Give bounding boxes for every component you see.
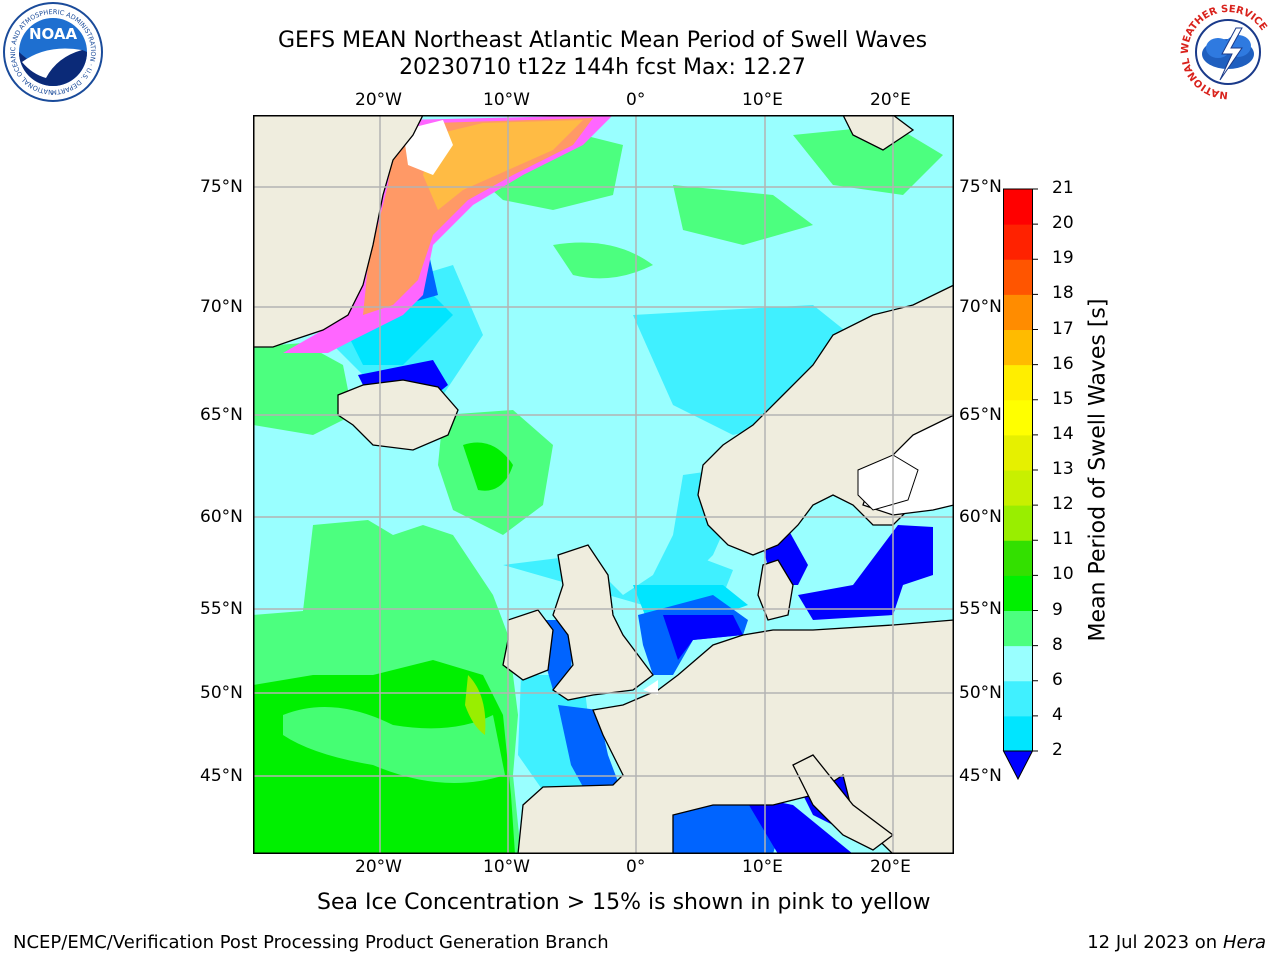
colorbar-segment bbox=[1003, 540, 1033, 576]
colorbar-tick-label: 13 bbox=[1052, 459, 1074, 479]
italy bbox=[792, 754, 895, 851]
colorbar-segment bbox=[1003, 680, 1033, 717]
colorbar-segment bbox=[1003, 259, 1033, 295]
lon-label-bottom-10w: 10°W bbox=[483, 857, 530, 877]
lon-label-top-10e: 10°E bbox=[742, 90, 783, 110]
lat-label-left-65n: 65°N bbox=[200, 405, 243, 425]
footer-date: 12 Jul 2023 on Hera bbox=[1087, 932, 1266, 953]
colorbar-segment bbox=[1003, 505, 1033, 541]
denmark bbox=[757, 559, 794, 621]
colorbar-segment bbox=[1003, 329, 1033, 366]
map-subtitle: 20230710 t12z 144h fcst Max: 12.27 bbox=[399, 55, 806, 80]
lat-label-left-55n: 55°N bbox=[200, 599, 243, 619]
colorbar-tick-label: 14 bbox=[1052, 423, 1074, 444]
map-title: GEFS MEAN Northeast Atlantic Mean Period… bbox=[277, 28, 928, 53]
colorbar-tick-label: 19 bbox=[1052, 248, 1074, 269]
lat-label-right-50n: 50°N bbox=[959, 683, 1002, 703]
colorbar-tick-label: 20 bbox=[1052, 213, 1074, 234]
lat-label-left-45n: 45°N bbox=[200, 766, 243, 786]
footer-host: Hera bbox=[1222, 932, 1266, 953]
lon-label-top-10w: 10°W bbox=[483, 90, 530, 110]
colorbar-tick-label: 11 bbox=[1052, 529, 1074, 550]
colorbar-segment bbox=[1003, 434, 1033, 471]
lat-label-right-65n: 65°N bbox=[959, 405, 1002, 425]
colorbar-tick-label: 2 bbox=[1052, 740, 1063, 760]
colorbar-segment bbox=[1003, 399, 1033, 436]
ireland bbox=[502, 609, 554, 681]
colorbar-tick-label: 6 bbox=[1052, 669, 1063, 690]
colorbar-segment bbox=[1003, 470, 1033, 506]
colorbar-tick-label: 15 bbox=[1052, 388, 1074, 409]
noaa-logo: NATIONAL OCEANIC AND ATMOSPHERIC ADMINIS… bbox=[2, 2, 103, 102]
lat-label-right-55n: 55°N bbox=[959, 599, 1002, 619]
lat-label-left-50n: 50°N bbox=[200, 683, 243, 703]
lat-label-right-45n: 45°N bbox=[959, 766, 1002, 786]
colorbar-tick-label: 18 bbox=[1052, 283, 1074, 304]
lat-label-left-75n: 75°N bbox=[200, 177, 243, 197]
colorbar-tick-label: 21 bbox=[1052, 178, 1074, 198]
colorbar-segment bbox=[1003, 294, 1033, 331]
lon-label-bottom-20e: 20°E bbox=[870, 857, 911, 877]
colorbar-segment bbox=[1003, 715, 1033, 752]
lon-label-top-0: 0° bbox=[626, 90, 646, 110]
colorbar-title: Mean Period of Swell Waves [s] bbox=[1085, 298, 1111, 642]
lat-label-right-75n: 75°N bbox=[959, 177, 1002, 197]
lat-label-left-60n: 60°N bbox=[200, 507, 243, 527]
colorbar-tick-label: 10 bbox=[1052, 564, 1074, 585]
lon-label-bottom-10e: 10°E bbox=[742, 857, 783, 877]
lon-label-top-20e: 20°E bbox=[870, 90, 911, 110]
footer-credit: NCEP/EMC/Verification Post Processing Pr… bbox=[13, 932, 609, 953]
colorbar-segment bbox=[1003, 645, 1033, 682]
lat-label-left-70n: 70°N bbox=[200, 297, 243, 317]
colorbar-segment bbox=[1003, 224, 1033, 260]
colorbar bbox=[1002, 188, 1038, 781]
svalbard bbox=[842, 115, 915, 151]
colorbar-tick-marks bbox=[1032, 188, 1038, 752]
colorbar-tick-label: 4 bbox=[1052, 704, 1063, 725]
sea-ice-caption: Sea Ice Concentration > 15% is shown in … bbox=[317, 890, 931, 915]
map-frame bbox=[253, 115, 954, 854]
lon-label-bottom-0: 0° bbox=[626, 857, 646, 877]
colorbar-segment bbox=[1003, 189, 1033, 225]
noaa-logo-text: NOAA bbox=[29, 25, 78, 43]
colorbar-tick-label: 9 bbox=[1052, 599, 1063, 620]
colorbar-segment bbox=[1003, 364, 1033, 401]
colorbar-tick-label: 12 bbox=[1052, 494, 1074, 515]
map-plot[interactable] bbox=[253, 115, 954, 854]
colorbar-segments bbox=[1003, 189, 1033, 752]
colorbar-segment bbox=[1003, 610, 1033, 647]
lon-label-bottom-20w: 20°W bbox=[355, 857, 402, 877]
lat-label-right-60n: 60°N bbox=[959, 507, 1002, 527]
nws-logo: NATIONAL WEATHER SERVICE bbox=[1180, 4, 1276, 100]
colorbar-tick-label: 17 bbox=[1052, 318, 1074, 339]
graticule bbox=[253, 115, 954, 854]
colorbar-segment bbox=[1003, 575, 1033, 612]
lon-label-top-20w: 20°W bbox=[355, 90, 402, 110]
colorbar-tick-label: 16 bbox=[1052, 353, 1074, 374]
footer-date-text: 12 Jul 2023 on bbox=[1087, 932, 1223, 953]
english-channel-gap bbox=[643, 680, 658, 695]
colorbar-tick-label: 8 bbox=[1052, 634, 1063, 655]
lat-label-right-70n: 70°N bbox=[959, 297, 1002, 317]
colorbar-under-triangle bbox=[1002, 750, 1034, 781]
continental-europe bbox=[517, 619, 954, 854]
